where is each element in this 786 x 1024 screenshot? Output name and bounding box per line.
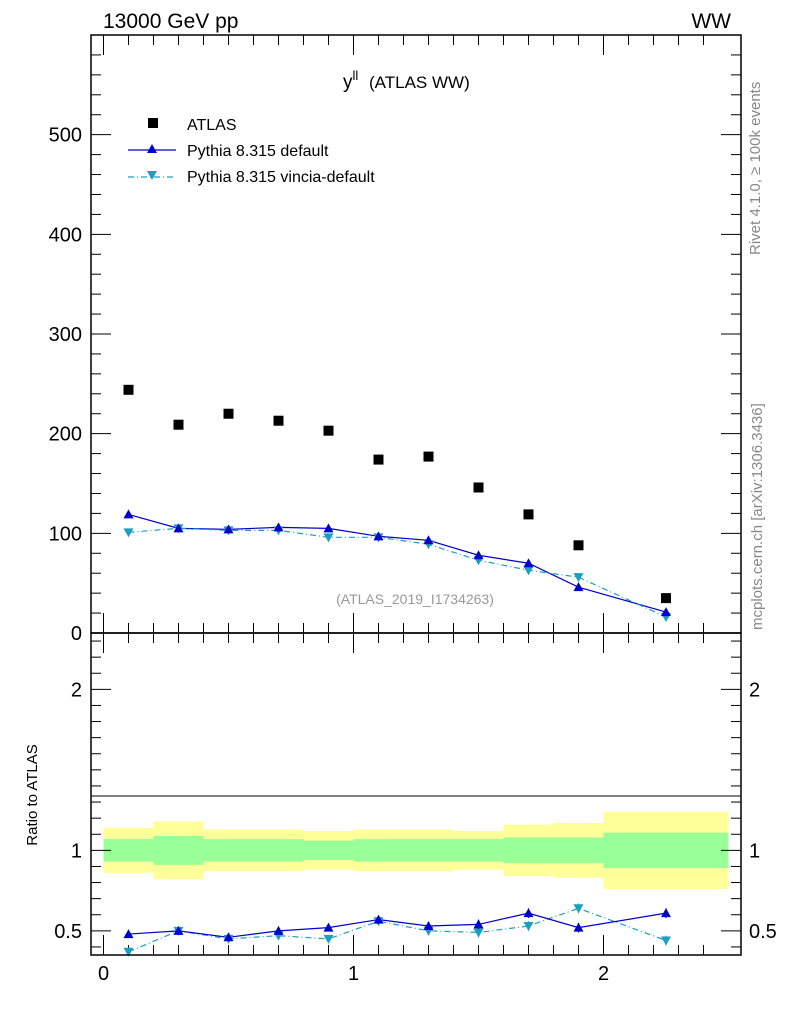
- main-title-suffix: (ATLAS WW): [369, 73, 470, 92]
- ratio-marker-default: [223, 932, 234, 942]
- collision-energy-label: 13000 GeV pp: [103, 10, 238, 33]
- band-inner: [403, 839, 454, 862]
- ratio-marker-vincia: [473, 928, 484, 938]
- band-inner: [353, 839, 404, 862]
- ratio-axis-ticks: 0.5 0.5 1 1 2 2 0 1 2: [54, 633, 777, 985]
- band-inner: [303, 840, 354, 861]
- legend-entry-vincia: Pythia 8.315 vincia-default: [128, 169, 375, 186]
- ratio-marker-default: [473, 919, 484, 929]
- ratio-ytick-label-right: 0.5: [749, 921, 777, 943]
- marker-default: [373, 531, 384, 541]
- marker-default: [573, 582, 584, 592]
- ratio-ytick-label-left: 0.5: [54, 921, 82, 943]
- main-title: yll: [343, 68, 358, 93]
- marker-default: [661, 607, 671, 617]
- ratio-uncertainty-bands: [103, 811, 729, 889]
- main-ytick-label: 500: [49, 125, 82, 147]
- main-title-var: y: [343, 72, 353, 93]
- marker-default: [273, 522, 284, 532]
- band-inner: [103, 839, 154, 862]
- legend-marker-triangle-down: [147, 171, 157, 180]
- main-ytick-label: 300: [49, 324, 82, 346]
- marker-vincia: [523, 566, 534, 576]
- marker-default: [523, 558, 534, 568]
- marker-atlas: [661, 593, 671, 604]
- ratio-ylabel: Ratio to ATLAS: [24, 744, 41, 845]
- marker-default: [473, 550, 484, 560]
- legend-label-vincia: Pythia 8.315 vincia-default: [187, 169, 375, 186]
- ratio-panel-frame: [90, 632, 742, 956]
- marker-default: [173, 523, 184, 533]
- mcplots-label: mcplots.cern.ch [arXiv:1306.3436]: [749, 403, 766, 630]
- main-title-superscript: ll: [353, 68, 359, 83]
- ratio-marker-default: [323, 922, 334, 932]
- marker-atlas: [523, 509, 534, 520]
- band-inner: [153, 835, 204, 865]
- legend-entry-default: Pythia 8.315 default: [128, 143, 329, 160]
- main-ytick-label: 0: [71, 623, 82, 645]
- band-inner: [253, 839, 304, 862]
- ratio-marker-default: [173, 925, 184, 935]
- ratio-xtick-label: 2: [598, 963, 609, 985]
- legend-label-atlas: ATLAS: [187, 117, 237, 134]
- ratio-ytick-label-left: 2: [71, 679, 82, 701]
- marker-atlas: [273, 415, 284, 426]
- marker-vincia: [123, 528, 134, 538]
- ratio-marker-default: [373, 914, 384, 924]
- ratio-marker-default: [661, 908, 671, 918]
- ratio-marker-vincia: [573, 904, 584, 914]
- ratio-marker-vincia: [323, 934, 334, 944]
- ratio-marker-default: [123, 929, 134, 939]
- rivet-version-label: Rivet 4.1.0, ≥ 100k events: [747, 82, 764, 255]
- main-series-layer: [123, 384, 671, 623]
- marker-atlas: [373, 454, 384, 465]
- main-ytick-label: 400: [49, 224, 82, 246]
- marker-default: [223, 524, 234, 534]
- marker-atlas: [173, 419, 184, 430]
- ratio-marker-vincia: [661, 936, 671, 946]
- ratio-marker-vincia: [523, 922, 534, 932]
- process-label: WW: [691, 10, 731, 33]
- marker-atlas: [573, 540, 584, 551]
- marker-atlas: [423, 451, 434, 462]
- band-inner: [603, 832, 729, 869]
- band-inner: [203, 839, 254, 862]
- ratio-marker-default: [423, 921, 434, 931]
- main-ytick-label: 100: [49, 523, 82, 545]
- marker-vincia: [323, 533, 334, 543]
- ratio-marker-vincia: [123, 947, 134, 957]
- main-ytick-label: 200: [49, 424, 82, 446]
- marker-atlas: [323, 425, 334, 436]
- ratio-xtick-label: 1: [348, 963, 359, 985]
- ratio-ytick-label-left: 1: [71, 840, 82, 862]
- legend-marker-square: [148, 118, 158, 128]
- main-axis-ticks: 0 100 200 300 400 500: [49, 34, 741, 645]
- ratio-ytick-label-right: 2: [749, 679, 760, 701]
- ratio-series-layer: [123, 903, 671, 957]
- ratio-marker-default: [523, 908, 534, 918]
- marker-atlas: [473, 482, 484, 493]
- ratio-xtick-label: 0: [98, 963, 109, 985]
- ratio-panel: 0.5 0.5 1 1 2 2 0 1 2 Ratio to ATLAS: [24, 632, 777, 985]
- marker-vincia: [573, 573, 584, 583]
- ratio-ytick-label-right: 1: [749, 840, 760, 862]
- legend: ATLAS Pythia 8.315 default Pythia 8.315 …: [128, 117, 375, 186]
- band-inner: [453, 839, 504, 862]
- ratio-marker-default: [573, 922, 584, 932]
- legend-label-default: Pythia 8.315 default: [187, 143, 329, 160]
- analysis-label: (ATLAS_2019_I1734263): [336, 591, 494, 607]
- band-inner: [503, 837, 554, 864]
- legend-entry-atlas: ATLAS: [148, 117, 237, 134]
- marker-default: [323, 523, 334, 533]
- main-panel: 0 100 200 300 400 500 yll (ATLAS WW) (ATLAS_2…: [49, 34, 742, 645]
- marker-atlas: [123, 384, 134, 395]
- ratio-line-vincia: [128, 907, 667, 953]
- ratio-marker-default: [273, 925, 284, 935]
- marker-default: [423, 535, 434, 545]
- marker-default: [123, 509, 134, 519]
- band-inner: [553, 837, 604, 864]
- marker-atlas: [223, 408, 234, 419]
- legend-marker-triangle-up: [147, 144, 157, 153]
